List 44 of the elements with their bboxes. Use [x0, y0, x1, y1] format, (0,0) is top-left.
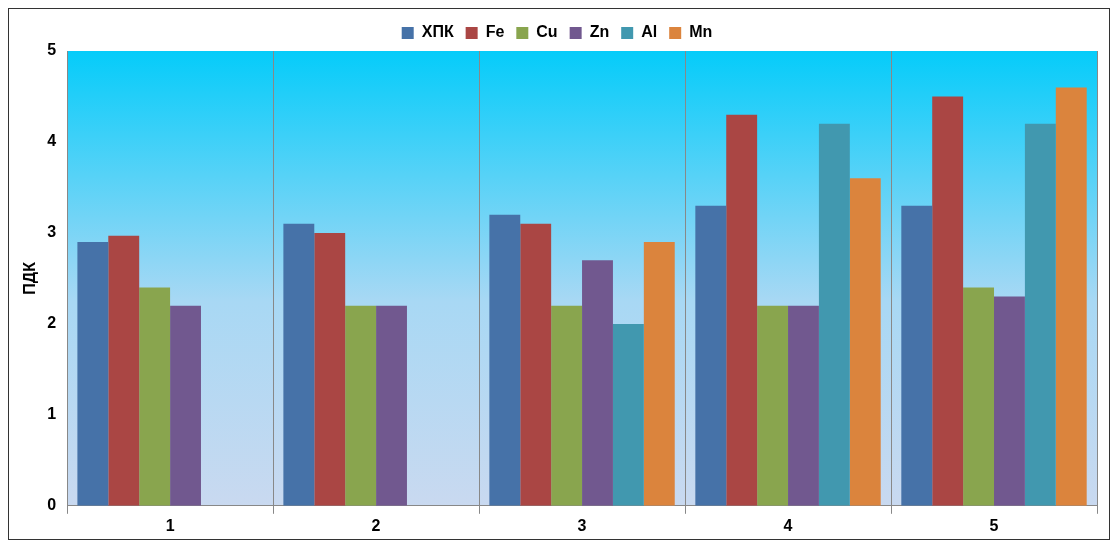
legend-label: Fe [485, 23, 505, 41]
y-tick-label: 3 [47, 223, 57, 241]
y-tick-label: 2 [47, 314, 57, 332]
legend-label: Al [641, 23, 658, 41]
legend-label: Mn [689, 23, 713, 41]
y-tick-label: 1 [47, 405, 57, 423]
bar [108, 235, 140, 506]
bar [489, 214, 521, 506]
bar [788, 305, 819, 506]
bar [314, 232, 346, 506]
y-tick-label: 4 [47, 132, 57, 150]
x-tick-label: 3 [577, 516, 587, 534]
bar [1024, 123, 1056, 506]
bar [1055, 87, 1087, 506]
bar [901, 205, 933, 506]
bar [849, 178, 881, 506]
bar [695, 205, 727, 506]
y-axis-title: ПДК [21, 261, 39, 295]
x-tick-label: 1 [165, 516, 175, 534]
x-tick-label: 5 [989, 516, 999, 534]
bar [345, 305, 377, 506]
bar [582, 260, 613, 506]
bar [520, 223, 552, 506]
x-tick-label: 2 [371, 516, 381, 534]
y-tick-label: 0 [47, 496, 57, 514]
bar [726, 114, 758, 506]
bar [551, 305, 583, 506]
bar [283, 223, 315, 506]
legend-label: Zn [589, 23, 610, 41]
bar [757, 305, 789, 506]
bar [170, 305, 201, 506]
bar [643, 242, 675, 506]
bar [77, 242, 109, 506]
bar [139, 287, 171, 506]
legend-label: Cu [536, 23, 558, 41]
y-tick-label: 5 [47, 41, 57, 59]
bar [376, 305, 407, 506]
x-tick-label: 4 [783, 516, 793, 534]
bar [612, 323, 644, 506]
legend-label: ХПК [421, 23, 454, 41]
bar [994, 296, 1025, 506]
bar [932, 96, 964, 506]
bar [963, 287, 995, 506]
bar [818, 123, 850, 506]
